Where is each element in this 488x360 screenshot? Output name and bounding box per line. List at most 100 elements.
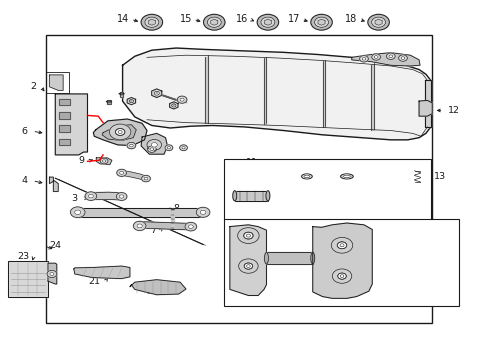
Ellipse shape [343, 175, 349, 178]
Ellipse shape [301, 174, 312, 179]
Circle shape [367, 14, 388, 30]
Bar [8, 261, 48, 297]
Bar [59, 99, 70, 105]
Text: 2: 2 [30, 82, 36, 91]
Ellipse shape [304, 175, 309, 178]
Circle shape [398, 55, 407, 61]
Circle shape [116, 129, 124, 135]
Circle shape [331, 269, 351, 283]
Polygon shape [171, 209, 174, 229]
Circle shape [184, 222, 196, 231]
Circle shape [70, 207, 85, 218]
Polygon shape [141, 134, 167, 154]
Circle shape [129, 99, 133, 103]
Polygon shape [55, 94, 87, 155]
Polygon shape [49, 177, 58, 192]
Circle shape [246, 234, 250, 237]
Bar [59, 99, 70, 105]
Text: 18: 18 [345, 14, 357, 24]
Circle shape [154, 91, 159, 95]
Ellipse shape [310, 252, 314, 264]
Polygon shape [234, 191, 267, 201]
Bar [59, 139, 70, 145]
Circle shape [200, 210, 205, 215]
Circle shape [109, 124, 131, 140]
Circle shape [171, 104, 176, 107]
Circle shape [144, 177, 147, 180]
Text: 12: 12 [447, 106, 459, 115]
Text: 13: 13 [433, 172, 445, 181]
Bar [59, 126, 70, 132]
Circle shape [188, 225, 193, 229]
Circle shape [127, 142, 136, 149]
Circle shape [177, 96, 186, 103]
Polygon shape [93, 119, 147, 145]
Text: 24: 24 [49, 242, 61, 251]
Circle shape [362, 58, 365, 60]
Polygon shape [264, 58, 266, 124]
Circle shape [164, 145, 172, 150]
Text: 11: 11 [245, 158, 258, 167]
Circle shape [330, 237, 352, 253]
Polygon shape [151, 89, 162, 98]
Circle shape [196, 207, 209, 217]
Circle shape [116, 193, 127, 201]
Circle shape [120, 171, 123, 174]
Text: 10: 10 [278, 195, 290, 204]
Polygon shape [102, 125, 136, 140]
Circle shape [141, 14, 162, 30]
Circle shape [359, 55, 367, 62]
Circle shape [386, 53, 394, 59]
Circle shape [75, 210, 81, 215]
Text: 14: 14 [117, 14, 129, 24]
Polygon shape [370, 64, 373, 130]
Circle shape [238, 259, 258, 273]
Polygon shape [317, 19, 325, 25]
Polygon shape [49, 75, 63, 90]
Polygon shape [130, 280, 185, 295]
Circle shape [117, 169, 126, 176]
Circle shape [167, 147, 170, 149]
Text: 21: 21 [88, 276, 101, 285]
Circle shape [179, 145, 187, 150]
Bar [59, 126, 70, 132]
Circle shape [180, 98, 184, 101]
Text: 3: 3 [71, 194, 78, 203]
Polygon shape [205, 57, 207, 123]
Bar [45, 35, 431, 323]
Polygon shape [229, 225, 266, 296]
Ellipse shape [265, 191, 269, 201]
Text: 7: 7 [149, 226, 156, 235]
Bar [224, 219, 458, 306]
Circle shape [47, 270, 57, 278]
Text: 16: 16 [236, 14, 248, 24]
Polygon shape [312, 223, 371, 298]
Circle shape [137, 224, 142, 228]
Circle shape [147, 139, 161, 150]
Circle shape [310, 14, 331, 30]
Bar [59, 112, 70, 119]
Circle shape [400, 57, 404, 59]
Circle shape [151, 143, 157, 147]
Text: 23: 23 [17, 252, 29, 261]
Circle shape [371, 54, 380, 60]
Circle shape [100, 158, 108, 164]
Ellipse shape [340, 174, 352, 179]
Polygon shape [127, 98, 135, 105]
Bar [107, 100, 110, 104]
Circle shape [339, 244, 344, 247]
Circle shape [261, 17, 274, 27]
Ellipse shape [232, 191, 236, 201]
Polygon shape [169, 102, 178, 109]
Text: 6: 6 [21, 127, 27, 136]
Circle shape [88, 194, 93, 198]
Circle shape [340, 275, 343, 278]
Circle shape [371, 17, 385, 27]
Polygon shape [78, 208, 203, 217]
Text: 9: 9 [79, 156, 84, 165]
Ellipse shape [264, 252, 268, 264]
Polygon shape [351, 53, 419, 66]
Bar [46, 72, 69, 93]
Circle shape [336, 242, 346, 249]
Polygon shape [48, 263, 57, 284]
